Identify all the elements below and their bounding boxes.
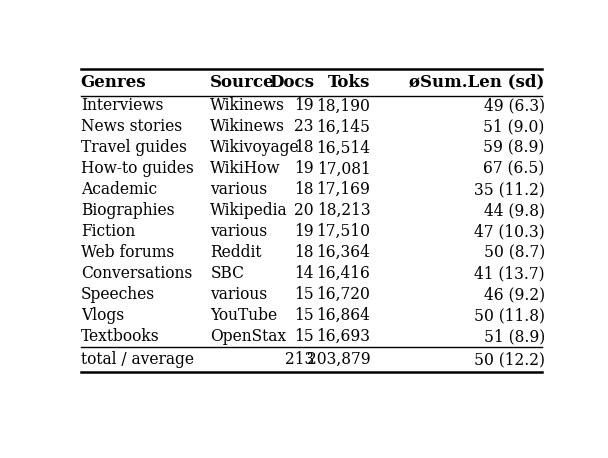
Text: Travel guides: Travel guides [81, 139, 187, 156]
Text: 18,190: 18,190 [317, 98, 370, 114]
Text: various: various [210, 286, 268, 303]
Text: 15: 15 [294, 307, 314, 324]
Text: Interviews: Interviews [81, 98, 163, 114]
Text: How-to guides: How-to guides [81, 160, 193, 177]
Text: Wikinews: Wikinews [210, 98, 285, 114]
Text: Vlogs: Vlogs [81, 307, 124, 324]
Text: Biographies: Biographies [81, 202, 174, 219]
Text: various: various [210, 181, 268, 198]
Text: YouTube: YouTube [210, 307, 277, 324]
Text: 46 (9.2): 46 (9.2) [484, 286, 545, 303]
Text: 16,514: 16,514 [317, 139, 370, 156]
Text: SBC: SBC [210, 265, 244, 282]
Text: 23: 23 [294, 119, 314, 136]
Text: Web forums: Web forums [81, 244, 174, 261]
Text: Toks: Toks [328, 74, 370, 91]
Text: Wikipedia: Wikipedia [210, 202, 288, 219]
Text: Fiction: Fiction [81, 223, 135, 240]
Text: 47 (10.3): 47 (10.3) [474, 223, 545, 240]
Text: 15: 15 [294, 328, 314, 345]
Text: Reddit: Reddit [210, 244, 262, 261]
Text: 16,720: 16,720 [317, 286, 370, 303]
Text: 20: 20 [294, 202, 314, 219]
Text: 19: 19 [294, 160, 314, 177]
Text: 50 (11.8): 50 (11.8) [474, 307, 545, 324]
Text: 14: 14 [294, 265, 314, 282]
Text: Academic: Academic [81, 181, 157, 198]
Text: 17,169: 17,169 [317, 181, 370, 198]
Text: 19: 19 [294, 223, 314, 240]
Text: 18: 18 [294, 139, 314, 156]
Text: Docs: Docs [269, 74, 314, 91]
Text: 16,693: 16,693 [317, 328, 370, 345]
Text: 16,864: 16,864 [317, 307, 370, 324]
Text: Wikinews: Wikinews [210, 119, 285, 136]
Text: 17,510: 17,510 [317, 223, 370, 240]
Text: 35 (11.2): 35 (11.2) [474, 181, 545, 198]
Text: 16,416: 16,416 [317, 265, 370, 282]
Text: 15: 15 [294, 286, 314, 303]
Text: 51 (9.0): 51 (9.0) [483, 119, 545, 136]
Text: 19: 19 [294, 98, 314, 114]
Text: 50 (12.2): 50 (12.2) [474, 351, 545, 368]
Text: 213: 213 [285, 351, 314, 368]
Text: WikiHow: WikiHow [210, 160, 281, 177]
Text: øSum.Len (sd): øSum.Len (sd) [409, 74, 545, 91]
Text: total / average: total / average [81, 351, 194, 368]
Text: 50 (8.7): 50 (8.7) [483, 244, 545, 261]
Text: 18,213: 18,213 [317, 202, 370, 219]
Text: Textbooks: Textbooks [81, 328, 159, 345]
Text: 67 (6.5): 67 (6.5) [483, 160, 545, 177]
Text: 18: 18 [294, 181, 314, 198]
Text: Speeches: Speeches [81, 286, 155, 303]
Text: 41 (13.7): 41 (13.7) [474, 265, 545, 282]
Text: 18: 18 [294, 244, 314, 261]
Text: News stories: News stories [81, 119, 182, 136]
Text: 17,081: 17,081 [317, 160, 370, 177]
Text: Wikivoyage: Wikivoyage [210, 139, 300, 156]
Text: 44 (9.8): 44 (9.8) [484, 202, 545, 219]
Text: OpenStax: OpenStax [210, 328, 286, 345]
Text: 51 (8.9): 51 (8.9) [483, 328, 545, 345]
Text: 16,364: 16,364 [317, 244, 370, 261]
Text: 49 (6.3): 49 (6.3) [484, 98, 545, 114]
Text: Source: Source [210, 74, 275, 91]
Text: Conversations: Conversations [81, 265, 192, 282]
Text: 59 (8.9): 59 (8.9) [483, 139, 545, 156]
Text: various: various [210, 223, 268, 240]
Text: Genres: Genres [81, 74, 147, 91]
Text: 16,145: 16,145 [317, 119, 370, 136]
Text: 203,879: 203,879 [307, 351, 370, 368]
